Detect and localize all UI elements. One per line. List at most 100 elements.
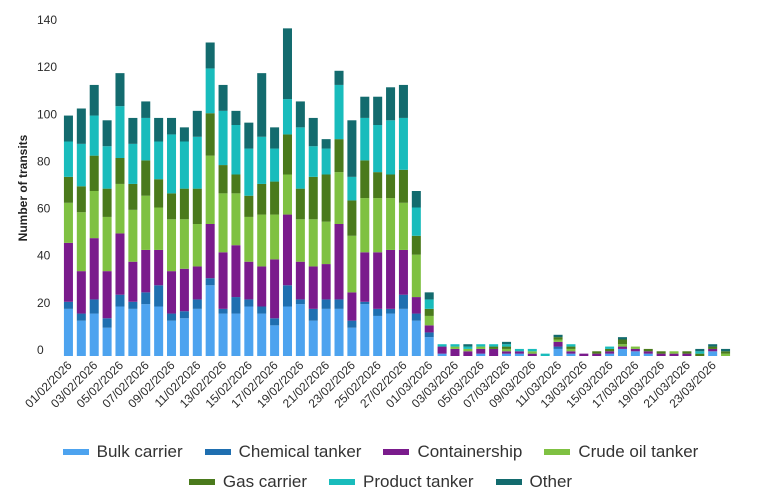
bar-segment — [244, 306, 254, 356]
bar-segment — [76, 212, 86, 272]
bar-segment — [192, 224, 202, 267]
legend-label-gas-carrier: Gas carrier — [222, 472, 307, 491]
bar-segment — [205, 285, 215, 356]
bar-segment — [695, 348, 705, 352]
bar-segment — [218, 313, 228, 356]
bar-segment — [617, 344, 627, 347]
bar-segment — [257, 266, 267, 307]
bar-segment — [386, 313, 396, 356]
bar-segment — [411, 313, 421, 321]
bar-segment — [669, 351, 679, 354]
legend-row-1: Bulk carrier Chemical tanker Containersh… — [0, 437, 761, 467]
bar-segment — [102, 188, 112, 217]
bar-segment — [308, 117, 318, 147]
bar-segment — [476, 348, 486, 354]
bar-segment — [63, 176, 73, 203]
bar-segment — [192, 136, 202, 189]
bar-segment — [76, 271, 86, 314]
bar-segment — [669, 353, 679, 356]
bar-segment — [76, 186, 86, 213]
bar-segment — [643, 353, 653, 356]
bar-segment — [102, 146, 112, 189]
bar-segment — [321, 308, 331, 356]
bar-segment — [244, 261, 254, 300]
legend-label-product-tanker: Product tanker — [362, 472, 474, 491]
bar-segment — [154, 249, 164, 286]
bar-segment — [231, 125, 241, 175]
bar-segment — [205, 42, 215, 69]
bar-segment — [424, 308, 434, 316]
bar-segment — [205, 278, 215, 286]
bar-segment — [566, 351, 576, 354]
bar-segment — [321, 148, 331, 175]
bar-segment — [282, 285, 292, 307]
bar-segment — [218, 193, 228, 253]
bar-segment — [244, 122, 254, 149]
bar-segment — [308, 266, 318, 309]
bar-segment — [270, 214, 280, 260]
bar-segment — [347, 235, 357, 293]
bar-segment — [308, 308, 318, 321]
bar-segment — [502, 353, 512, 356]
bar-segment — [424, 332, 434, 338]
bar-segment — [321, 264, 331, 300]
bar-segment — [450, 348, 460, 356]
legend-label-containership: Containership — [417, 442, 523, 461]
bar-segment — [424, 315, 434, 326]
bar-segment — [398, 202, 408, 250]
legend-item-crude-oil-tanker[interactable]: Crude oil tanker — [544, 442, 698, 462]
bar-segment — [386, 87, 396, 121]
bar-segment — [708, 344, 718, 347]
bar-segment — [360, 117, 370, 161]
bar-segment — [398, 294, 408, 309]
bar-segment — [231, 174, 241, 194]
legend-item-product-tanker[interactable]: Product tanker — [328, 472, 474, 492]
legend-item-gas-carrier[interactable]: Gas carrier — [188, 472, 307, 492]
y-tick-label: 100 — [37, 107, 57, 121]
legend-item-containership[interactable]: Containership — [383, 442, 522, 462]
bar-segment — [334, 139, 344, 173]
bar-segment — [605, 353, 615, 356]
bar-segment — [115, 183, 125, 234]
bar-segment — [63, 202, 73, 243]
bar-segment — [63, 242, 73, 302]
bar-segment — [398, 249, 408, 295]
bar-segment — [605, 346, 615, 349]
bar-segment — [721, 351, 731, 354]
legend-item-other[interactable]: Other — [495, 472, 572, 492]
bar-segment — [167, 313, 177, 321]
bar-segment — [89, 313, 99, 356]
legend-item-chemical-tanker[interactable]: Chemical tanker — [204, 442, 361, 462]
bar-segment — [167, 271, 177, 314]
bar-segment — [167, 193, 177, 220]
bar-segment — [592, 351, 602, 354]
bar-segment — [682, 351, 692, 354]
bar-segment — [463, 346, 473, 349]
bar-segment — [643, 351, 653, 354]
bar-segment — [270, 148, 280, 182]
y-axis-ticks: 0 20 40 60 80 100 120 140 — [37, 13, 57, 357]
legend-item-bulk-carrier[interactable]: Bulk carrier — [62, 442, 183, 462]
bar-segment — [398, 117, 408, 170]
bar-segment — [411, 235, 421, 255]
bar-segment — [463, 344, 473, 347]
bar-segment — [450, 344, 460, 347]
bar-segment — [437, 353, 447, 356]
bar-segment — [514, 351, 524, 354]
bar-segment — [218, 252, 228, 309]
bar-segment — [553, 334, 563, 338]
bar-segment — [270, 181, 280, 215]
bar-segment — [308, 219, 318, 267]
bar-segment — [128, 183, 138, 210]
bar-segment — [128, 261, 138, 302]
bar-segment — [128, 117, 138, 144]
bar-segment — [295, 127, 305, 189]
bar-segment — [128, 143, 138, 184]
bar-segment — [334, 70, 344, 85]
bar-segment — [154, 306, 164, 356]
bar-segment — [154, 207, 164, 250]
bar-segment — [295, 261, 305, 300]
bar-segment — [347, 176, 357, 201]
bar-segment — [270, 318, 280, 326]
bar-segment — [463, 351, 473, 356]
